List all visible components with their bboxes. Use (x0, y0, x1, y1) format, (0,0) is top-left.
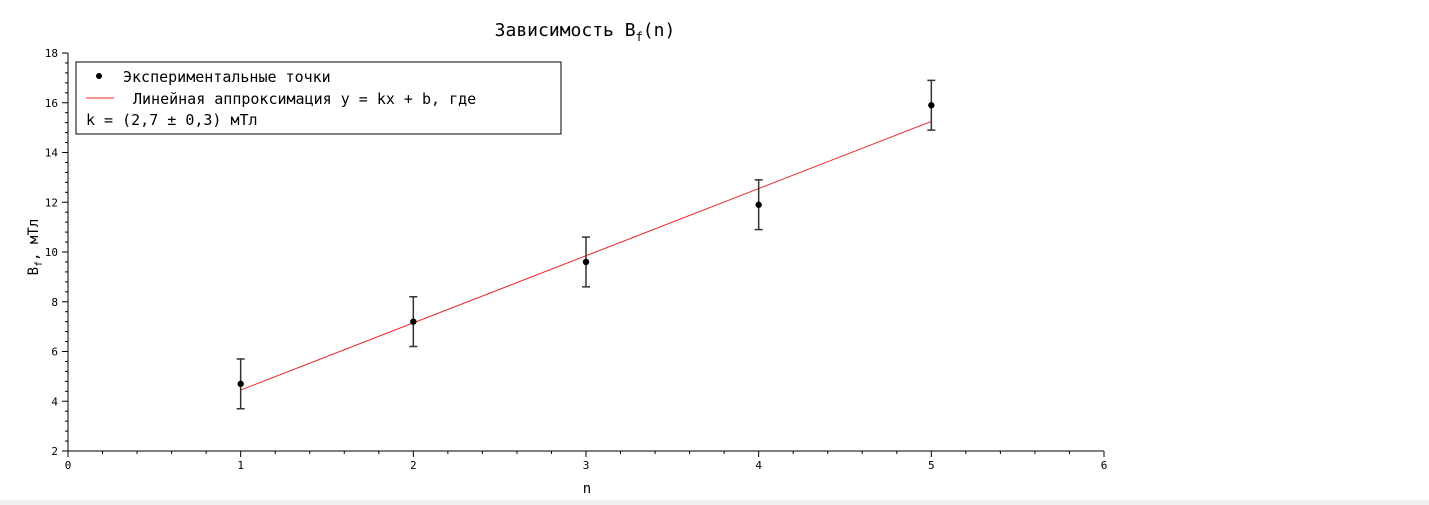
x-tick-label: 0 (65, 459, 72, 472)
y-axis-label-main: B (26, 267, 42, 275)
chart-title: Зависимость Bf(n) (495, 20, 676, 44)
y-tick-label: 16 (45, 97, 58, 110)
legend: Экспериментальные точки Линейная аппрокс… (75, 61, 562, 135)
x-tick-label: 2 (410, 459, 417, 472)
x-tick-label: 6 (1101, 459, 1108, 472)
y-tick-label: 18 (45, 47, 58, 60)
y-axis-label-tail: , мТл (26, 219, 42, 261)
y-tick-label: 4 (51, 395, 58, 408)
y-axis-label: Bf, мТл (26, 219, 45, 276)
y-tick-label: 6 (51, 346, 58, 359)
chart-title-main: Зависимость B (495, 20, 636, 41)
legend-marker-points (96, 73, 102, 79)
bottom-strip (0, 500, 1429, 505)
y-tick-label: 8 (51, 296, 58, 309)
chart-title-subscript: f (636, 30, 643, 44)
y-axis-label-subscript: f (34, 261, 45, 267)
data-point (755, 201, 762, 208)
legend-entry-points: Экспериментальные точки (123, 68, 331, 86)
legend-entry-coefficient: k = (2,7 ± 0,3) мТл (86, 111, 258, 129)
x-tick-label: 5 (928, 459, 935, 472)
legend-entry-fit: Линейная аппроксимация y = kx + b, где (133, 90, 476, 108)
data-points-group (237, 102, 935, 388)
data-point (582, 258, 590, 266)
x-tick-label: 4 (755, 459, 762, 472)
y-tick-label: 2 (51, 445, 58, 458)
x-tick-label: 1 (237, 459, 244, 472)
data-point (237, 380, 244, 388)
y-tick-label: 14 (45, 147, 59, 160)
data-point (928, 102, 935, 109)
data-point (410, 318, 417, 325)
y-tick-label: 10 (45, 246, 58, 259)
legend-box (75, 61, 562, 135)
chart-title-tail: (n) (643, 20, 676, 41)
x-tick-label: 3 (583, 459, 590, 472)
y-tick-label: 12 (45, 196, 58, 209)
x-axis-label: n (583, 481, 591, 497)
